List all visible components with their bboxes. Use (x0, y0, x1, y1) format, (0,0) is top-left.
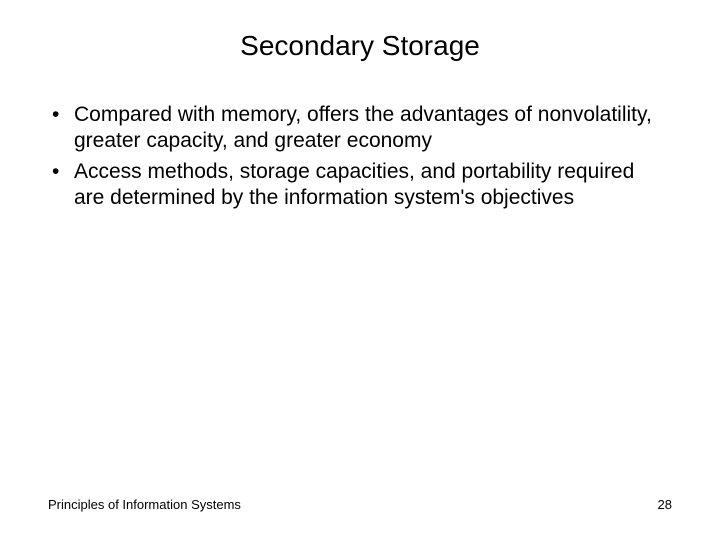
bullet-item: Compared with memory, offers the advanta… (48, 102, 660, 155)
slide-container: Secondary Storage Compared with memory, … (0, 0, 720, 540)
slide-title: Secondary Storage (0, 0, 720, 102)
slide-footer: Principles of Information Systems 28 (0, 497, 720, 512)
footer-page-number: 28 (658, 497, 672, 512)
slide-content: Compared with memory, offers the advanta… (0, 102, 720, 211)
footer-source: Principles of Information Systems (48, 497, 241, 512)
bullet-list: Compared with memory, offers the advanta… (48, 102, 660, 211)
bullet-item: Access methods, storage capacities, and … (48, 159, 660, 212)
